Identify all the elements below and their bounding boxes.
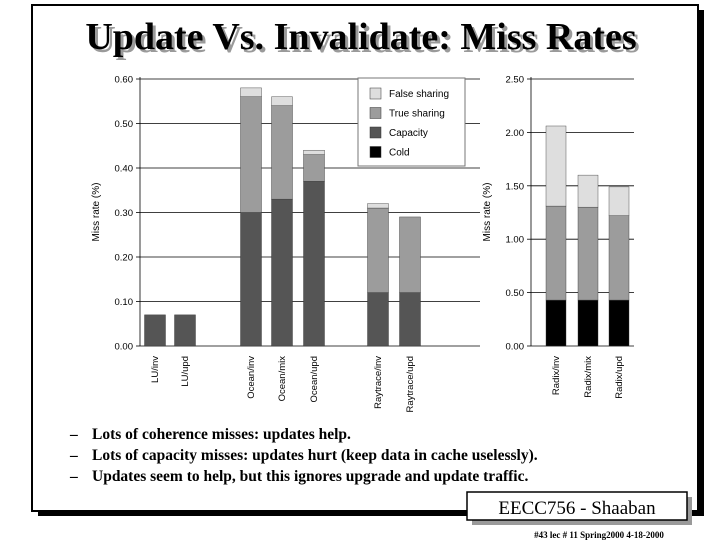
bar-segment	[577, 174, 599, 208]
chart-right: Miss rate (%) 0.00 0.50 1.00 1.50 2.00 2.50 Ra…	[482, 75, 634, 399]
legend-swatch	[369, 87, 382, 100]
x-tick-label: Ocean/inv	[246, 356, 257, 399]
y-tick-label: 0.00	[506, 342, 525, 353]
x-tick-label: Radix/inv	[551, 356, 562, 395]
x-tick-label: Radix/mix	[583, 356, 594, 398]
x-tick-label: LU/inv	[150, 356, 161, 383]
bar-segment	[577, 299, 599, 347]
bullet-dash: –	[70, 468, 78, 485]
bar-segment	[240, 87, 262, 98]
bullet-text: Lots of capacity misses: updates hurt (k…	[92, 447, 538, 464]
legend: False sharing True sharing Capacity Cold	[357, 77, 466, 167]
y-tick-label: 0.40	[115, 164, 134, 175]
legend-swatch	[369, 107, 382, 119]
bar-segment	[577, 206, 599, 301]
y-tick-label: 2.00	[506, 128, 525, 139]
page-title-shadow: Update Vs. Invalidate: Miss Rates	[88, 19, 639, 61]
right-y-axis-label: Miss rate (%)	[482, 183, 493, 242]
bar-segment	[240, 96, 262, 213]
bar-segment	[367, 207, 389, 293]
y-tick-label: 0.10	[115, 297, 134, 308]
x-tick-label: LU/upd	[180, 356, 191, 387]
y-tick-label: 1.50	[506, 181, 525, 192]
y-tick-label: 1.00	[506, 235, 525, 246]
bar-segment	[303, 149, 325, 155]
bar-segment	[608, 299, 630, 347]
bullet-item: – Updates seem to help, but this ignores …	[70, 466, 670, 487]
bar-segment	[399, 216, 421, 293]
bar-segment	[608, 215, 630, 301]
bar-segment	[608, 186, 630, 216]
legend-swatch	[369, 146, 382, 158]
y-tick-label: 0.50	[115, 119, 134, 130]
y-tick-label: 0.00	[115, 342, 134, 353]
bullet-text: Updates seem to help, but this ignores u…	[92, 468, 529, 485]
bar-segment	[271, 105, 293, 200]
bar-segment	[271, 96, 293, 106]
x-tick-label: Ocean/mix	[277, 356, 288, 402]
y-tick-label: 0.60	[115, 75, 134, 86]
bar-segment	[174, 314, 196, 347]
x-tick-label: Raytrace/inv	[373, 356, 384, 409]
legend-label: Cold	[389, 148, 410, 159]
legend-label: False sharing	[389, 89, 449, 100]
page-title: Update Vs. Invalidate: Miss Rates	[85, 16, 636, 58]
badge-box	[466, 491, 688, 521]
y-tick-label: 0.20	[115, 253, 134, 264]
chart-left: Miss rate (%) 0.00 0.10 0.20 0.30 0.40 0.50 0.…	[91, 75, 480, 413]
course-badge: EECC756 - Shaaban	[498, 498, 656, 519]
x-tick-label: Ocean/upd	[309, 356, 320, 402]
footer-text: #43 lec # 11 Spring2000 4-18-2000	[534, 530, 664, 540]
y-tick-label: 2.50	[506, 75, 525, 86]
legend-label: Capacity	[389, 128, 428, 139]
legend-swatch	[369, 126, 382, 139]
bullet-dash: –	[70, 426, 78, 443]
y-tick-label: 0.50	[506, 288, 525, 299]
bullet-text: Lots of coherence misses: updates help.	[92, 426, 351, 443]
bar-segment	[367, 292, 389, 347]
bullet-item: – Lots of coherence misses: updates help.	[70, 424, 670, 445]
bullet-item: – Lots of capacity misses: updates hurt (…	[70, 445, 670, 466]
bar-segment	[545, 299, 567, 347]
bar-segment	[399, 292, 421, 347]
bar-segment	[545, 205, 567, 301]
legend-label: True sharing	[389, 109, 445, 120]
bar-segment	[144, 314, 166, 347]
bar-segment	[545, 125, 567, 207]
y-tick-label: 0.30	[115, 208, 134, 219]
bar-segment	[303, 154, 325, 182]
bar-segment	[303, 181, 325, 347]
x-tick-label: Raytrace/upd	[405, 356, 416, 413]
x-tick-label: Radix/upd	[614, 356, 625, 399]
bar-segment	[240, 212, 262, 347]
bullet-dash: –	[70, 447, 78, 464]
bar-segment	[271, 198, 293, 347]
bar-segment	[367, 203, 389, 209]
left-y-axis-label: Miss rate (%)	[91, 183, 102, 242]
bullet-list: – Lots of coherence misses: updates help.…	[70, 424, 670, 487]
